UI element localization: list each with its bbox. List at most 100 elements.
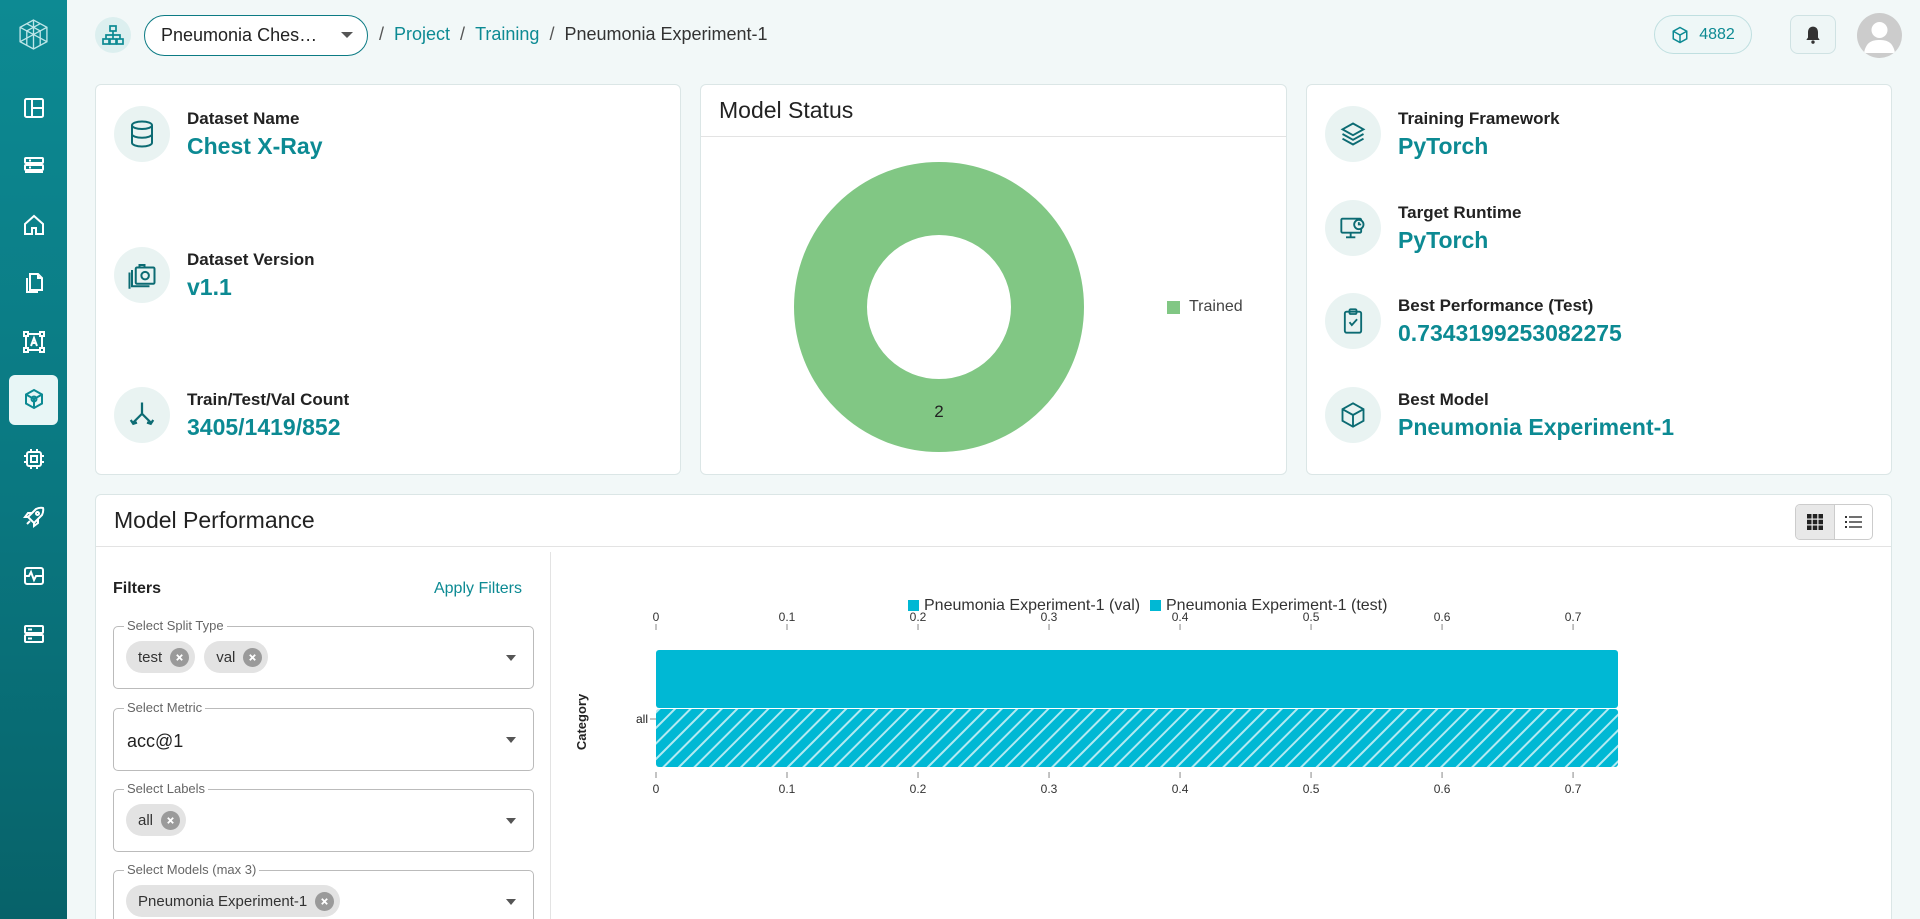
split-count-label: Train/Test/Val Count [187, 389, 350, 409]
donut-slice-trained[interactable] [794, 162, 1084, 452]
target-runtime-value: PyTorch [1398, 226, 1489, 253]
models-label: Select Models (max 3) [124, 862, 260, 877]
clipboard-check-icon [1325, 293, 1381, 349]
chip-all: all [126, 804, 187, 836]
breadcrumb-project[interactable]: Project [394, 24, 451, 44]
tick-label: 0.7 [1565, 610, 1582, 624]
tick-label: 0.2 [910, 782, 927, 796]
remove-chip-icon[interactable] [161, 810, 181, 830]
model-performance-panel: Model Performance Filters Apply Filters … [95, 494, 1892, 919]
legend-label[interactable]: Pneumonia Experiment-1 (val) [924, 597, 1140, 614]
camera-version-icon [114, 247, 170, 303]
tick-label: 0.5 [1303, 610, 1320, 624]
model-cube-icon [1325, 387, 1381, 443]
home-icon [23, 214, 44, 235]
dataset-card: Dataset Name Chest X-Ray Dataset Version… [95, 84, 681, 475]
chevron-down-icon [506, 817, 516, 824]
project-select-value: Pneumonia Ches… [161, 25, 318, 45]
sidebar-item-deploy[interactable] [9, 492, 58, 542]
y-axis-label: Category [574, 693, 589, 750]
performance-bar-chart: Pneumonia Experiment-1 (val) Pneumonia Ex… [574, 597, 1619, 796]
sidebar-item-home[interactable] [9, 200, 58, 250]
storage-icon [23, 625, 44, 643]
legend-label[interactable]: Pneumonia Experiment-1 (test) [1166, 597, 1387, 614]
dataset-icon [23, 157, 44, 173]
category-label: all [636, 712, 648, 726]
legend-trained[interactable]: Trained [1167, 298, 1243, 316]
sidebar-item-documents[interactable] [9, 258, 58, 308]
training-framework-row: Training Framework PyTorch [1325, 106, 1560, 162]
chart-legend: Pneumonia Experiment-1 (val) Pneumonia Ex… [908, 597, 1387, 614]
tick-label: 0.3 [1041, 782, 1058, 796]
legend-swatch [908, 600, 919, 611]
list-view-button[interactable] [1835, 505, 1873, 539]
dataset-name-label: Dataset Name [187, 108, 300, 128]
model-performance-title: Model Performance [96, 495, 1891, 547]
split-type-select[interactable]: Select Split Type test val [113, 618, 534, 689]
breadcrumb-current: Pneumonia Experiment-1 [564, 24, 768, 44]
best-performance-value: 0.7343199253082275 [1398, 319, 1622, 346]
split-count-value: 3405/1419/852 [187, 413, 341, 440]
remove-chip-icon[interactable] [243, 647, 263, 667]
dataset-version-label: Dataset Version [187, 249, 315, 269]
database-icon [114, 106, 170, 162]
grid-icon [1806, 514, 1823, 530]
sidebar-item-chip[interactable] [9, 434, 58, 484]
tick-label: 0.1 [779, 782, 796, 796]
remove-chip-icon[interactable] [170, 647, 190, 667]
credits-badge[interactable]: 4882 [1654, 15, 1752, 54]
tick-label: 0.3 [1041, 610, 1058, 624]
bell-icon [1806, 26, 1820, 44]
bar-val[interactable] [656, 650, 1618, 708]
training-framework-label: Training Framework [1398, 108, 1560, 128]
cube-icon [1672, 26, 1688, 43]
project-hierarchy-icon[interactable] [95, 17, 131, 53]
apply-filters-button[interactable]: Apply Filters [433, 580, 522, 597]
breadcrumb-training[interactable]: Training [475, 24, 540, 44]
sidebar-item-dataset[interactable] [9, 141, 58, 191]
sidebar-item-annotation[interactable] [9, 317, 58, 367]
tick-label: 0.4 [1172, 782, 1189, 796]
sidebar-item-training[interactable] [9, 375, 58, 425]
tick-label: 0.6 [1434, 782, 1451, 796]
chevron-down-icon [341, 32, 353, 38]
training-framework-value: PyTorch [1398, 132, 1489, 159]
legend-trained-label: Trained [1189, 298, 1243, 315]
dataset-version-value: v1.1 [187, 273, 232, 300]
remove-chip-icon[interactable] [315, 891, 335, 911]
user-avatar[interactable] [1857, 13, 1902, 58]
documents-icon [25, 273, 43, 293]
bottom-x-axis: 0 0.1 0.2 0.3 0.4 0.5 0.6 0.7 [653, 772, 1582, 796]
training-icon [24, 388, 43, 410]
split-count-row: Train/Test/Val Count 3405/1419/852 [114, 387, 349, 443]
filters-title: Filters [113, 580, 162, 597]
chevron-down-icon [506, 654, 516, 661]
donut-slice-label: 2 [934, 402, 943, 421]
tick-label: 0 [653, 610, 660, 624]
sidebar-item-storage[interactable] [9, 609, 58, 659]
metric-label: Select Metric [124, 700, 206, 715]
models-select[interactable]: Select Models (max 3) Pneumonia Experime… [113, 862, 534, 919]
grid-view-button[interactable] [1796, 505, 1835, 539]
bar-test[interactable] [656, 709, 1619, 767]
performance-chart-area: Pneumonia Experiment-1 (val) Pneumonia Ex… [566, 552, 1891, 919]
best-model-label: Best Model [1398, 389, 1489, 409]
dashboard-icon [23, 98, 44, 118]
target-runtime-row: Target Runtime PyTorch [1325, 200, 1521, 256]
top-x-axis: 0 0.1 0.2 0.3 0.4 0.5 0.6 0.7 [650, 610, 1582, 720]
chevron-down-icon [506, 898, 516, 905]
layers-icon [1325, 106, 1381, 162]
legend-swatch [1150, 600, 1161, 611]
labels-select[interactable]: Select Labels all [113, 781, 534, 852]
sidebar-item-dashboard[interactable] [9, 83, 58, 133]
app-logo-icon[interactable] [17, 18, 50, 51]
chip-model: Pneumonia Experiment-1 [126, 885, 341, 917]
metric-select[interactable]: Select Metric acc@1 [113, 700, 534, 771]
notifications-button[interactable] [1790, 15, 1836, 54]
legend-swatch [1167, 300, 1180, 314]
tick-label: 0.6 [1434, 610, 1451, 624]
chevron-down-icon [506, 736, 516, 743]
breadcrumb: / Project / Training / Pneumonia Experim… [379, 24, 768, 44]
sidebar-item-monitor[interactable] [9, 551, 58, 601]
project-select[interactable]: Pneumonia Ches… [144, 15, 368, 56]
